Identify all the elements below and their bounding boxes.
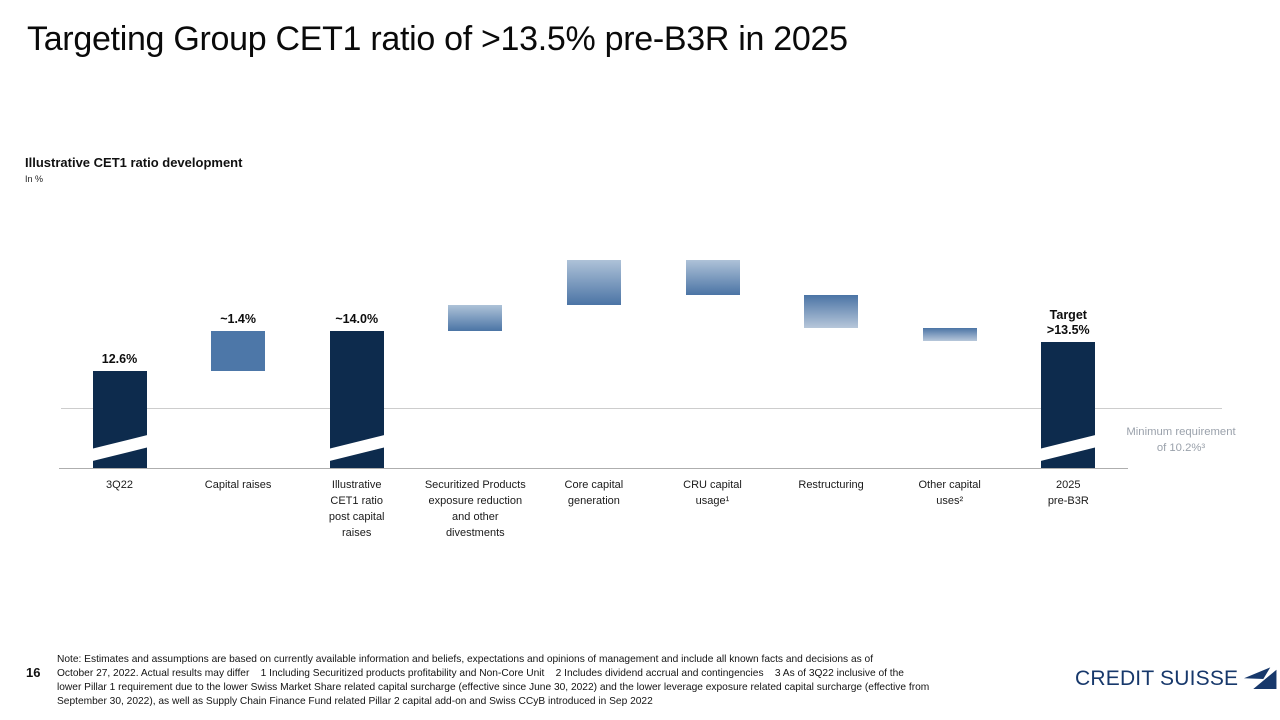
minimum-requirement-line — [61, 408, 1222, 409]
bar-capital-raises — [211, 331, 266, 372]
footnote-line: October 27, 2022. Actual results may dif… — [57, 668, 904, 679]
footnote-line: lower Pillar 1 requirement due to the lo… — [57, 682, 930, 693]
page-number: 16 — [26, 665, 41, 680]
bar-3q22 — [92, 371, 147, 468]
chart-title: Illustrative CET1 ratio development — [25, 155, 243, 170]
chart-unit-label: In % — [25, 174, 44, 184]
axis-break-stripe — [329, 433, 384, 463]
slide-title: Targeting Group CET1 ratio of >13.5% pre… — [27, 20, 848, 58]
bar-value-label: ~1.4% — [220, 312, 256, 326]
credit-suisse-logo: CREDIT SUISSE — [1075, 664, 1278, 694]
axis-break-stripe — [92, 433, 147, 463]
footnote-block: Note: Estimates and assumptions are base… — [57, 653, 929, 709]
bar-category-label: Capital raises — [204, 479, 272, 491]
bar-category-label: Securitized Products exposure reduction … — [424, 479, 526, 539]
bar-category-label: Restructuring — [798, 479, 864, 491]
bar-category-label: 2025 pre-B3R — [1047, 479, 1089, 507]
bar-core-capital — [566, 259, 621, 306]
bar-category-label: Illustrative CET1 ratio post capital rai… — [328, 479, 385, 539]
bar-category-label: 3Q22 — [106, 479, 133, 491]
bar-value-label: Target >13.5% — [1046, 308, 1090, 338]
logo-wordmark: CREDIT SUISSE — [1075, 667, 1239, 690]
bar-value-label: 12.6% — [101, 352, 138, 367]
axis-break-stripe — [1041, 433, 1096, 463]
bar-category-label: Other capital uses² — [918, 479, 981, 507]
bar-other-capital — [922, 328, 977, 341]
bar-cru-capital — [685, 259, 740, 296]
bar-category-label: Core capital generation — [564, 479, 624, 507]
sail-logo-icon — [1244, 667, 1277, 690]
bar-illustrative — [329, 331, 384, 468]
bar-restructuring — [804, 295, 859, 329]
footnote-line: Note: Estimates and assumptions are base… — [57, 654, 874, 665]
bar-value-label: ~14.0% — [335, 312, 379, 326]
bar-securitized-products — [448, 305, 503, 331]
x-axis-line — [59, 468, 1128, 469]
bar-category-label: CRU capital usage¹ — [683, 479, 742, 507]
bar-2025 — [1041, 342, 1096, 468]
minimum-requirement-annotation: Minimum requirement of 10.2%³ — [1126, 426, 1236, 454]
footnote-line: September 30, 2022), as well as Supply C… — [57, 696, 653, 707]
